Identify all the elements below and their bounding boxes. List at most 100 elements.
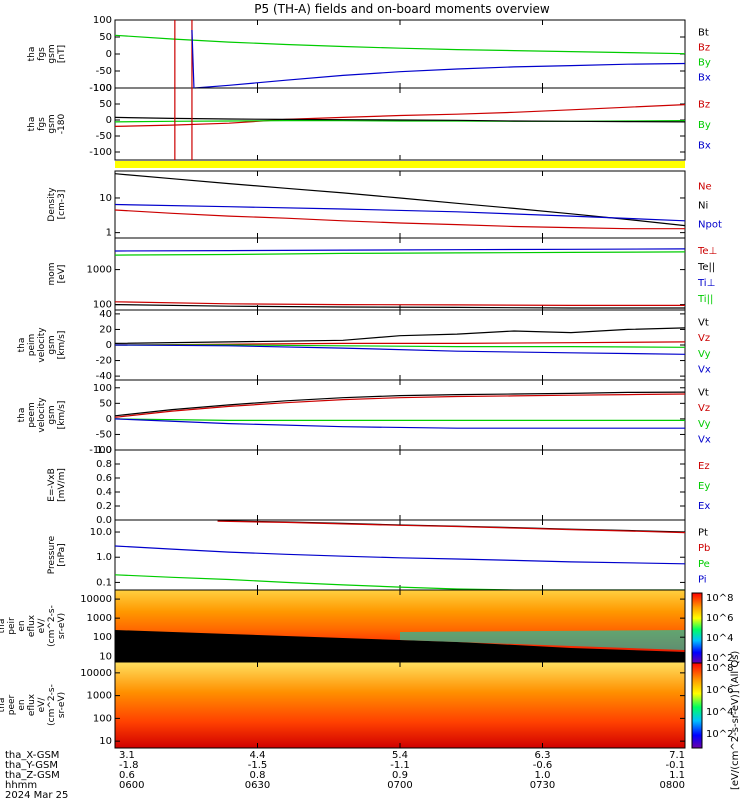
legend-entry: Vt	[698, 388, 709, 399]
panel-label-line: E=-VxB	[47, 468, 57, 502]
colorbar-tick: 10^8	[706, 663, 733, 674]
panel-label-line: mom	[47, 262, 57, 285]
panel-label-line: [mV/m]	[57, 468, 67, 502]
series-line-bx	[194, 62, 686, 89]
legend-entry: By	[698, 58, 711, 69]
footer-row-value: 0.6	[119, 770, 135, 781]
legend-entry: Npot	[698, 220, 722, 231]
panel-label-line: sr-eV)	[57, 692, 67, 718]
panel-label-line: Pressure	[47, 535, 57, 574]
legend-entry: Ez	[698, 461, 710, 472]
y-tick-label: -100	[89, 445, 112, 456]
y-tick-label: 10000	[80, 668, 112, 679]
legend-entry: Bz	[698, 99, 710, 110]
y-tick-label: 100	[93, 300, 112, 311]
series-line-pb	[217, 520, 686, 534]
series-line-vy	[114, 418, 685, 421]
colorbar-tick: 10^4	[706, 633, 733, 644]
spectrogram-dark-region	[115, 630, 685, 662]
footer-row-value: 0.8	[250, 770, 266, 781]
panel-frame	[114, 449, 686, 521]
legend-entry: Ex	[698, 501, 710, 512]
panel-10: 10000 1000 100 10 tha peer en eflux eV/(cm^2-s-s…	[0, 661, 686, 749]
legend-entry: Vy	[698, 419, 711, 430]
footer-row-value: -1.1	[390, 760, 410, 771]
series-line-ti	[114, 251, 686, 256]
footer-row-value: 7.1	[669, 750, 685, 761]
panel-6: 100 50 0 -50 -100 tha peem velocity gsm [km/s] Vt V…	[17, 379, 711, 456]
footer-row-label: tha_Z-GSM	[5, 770, 60, 781]
series-line-bz	[114, 104, 686, 127]
legend-entry: By	[698, 120, 711, 131]
y-tick-label: 1000	[87, 613, 112, 624]
legend-entry: Pe	[698, 559, 710, 570]
panel-label-line: sr-eV)	[57, 613, 67, 639]
legend-entry: Bx	[698, 141, 711, 152]
footer-row-value: 0630	[245, 780, 270, 791]
colorbar-tick: 10^6	[706, 685, 733, 696]
series-line-vt	[114, 391, 686, 417]
footer-row-label: tha_Y-GSM	[5, 760, 58, 771]
panel-label-line: eV/	[37, 697, 47, 713]
series-line-vx	[114, 344, 686, 355]
panel-frame	[114, 19, 686, 89]
footer-date: 2024 Mar 25	[5, 790, 68, 800]
colorbar-tick: 10^6	[706, 613, 733, 624]
y-tick-label: 1	[106, 228, 112, 239]
panel-5: 40 20 0 -20 -40 tha peim velocity gsm [km/s] Vt Vz V…	[17, 309, 711, 382]
colorbar-tick: 10^4	[706, 707, 733, 718]
panel-label-line: gsm	[47, 114, 57, 133]
status-bar	[115, 161, 685, 168]
panel-label-line: [eV]	[57, 265, 67, 284]
panel-label-line: peem	[27, 402, 37, 428]
footer-row-value: 1.1	[669, 770, 685, 781]
legend-entry: Bz	[698, 42, 710, 53]
panel-label-line: fgs	[37, 47, 47, 61]
legend-entry: Ni	[698, 201, 708, 212]
series-line-vy	[115, 344, 686, 348]
legend-entry: Ti||	[697, 294, 713, 305]
footer-row-label: hhmm	[5, 780, 37, 791]
y-tick-label: 50	[99, 398, 112, 409]
legend-entry: Vy	[698, 349, 711, 360]
y-tick-label: -100	[89, 147, 112, 158]
panel-9: 10000 1000 100 10 tha peir en eflux eV/(cm^2-s-s…	[0, 589, 686, 663]
spectrogram-electron	[115, 662, 685, 748]
panel-label-line: [nT]	[57, 45, 67, 63]
colorbar-tick: 10^8	[706, 593, 733, 604]
y-tick-label: 50	[99, 99, 112, 110]
footer-row-value: -0.1	[665, 760, 685, 771]
spike-marker	[191, 29, 195, 89]
legend-entry: Vt	[698, 318, 709, 329]
y-tick-label: 50	[99, 32, 112, 43]
colorbar-tick: 10^2	[706, 729, 733, 740]
panel-label-line: tha	[27, 117, 37, 132]
footer-row-value: 6.3	[535, 750, 551, 761]
panel-label-line: [nPa]	[57, 543, 67, 566]
y-tick-label: 1000	[87, 691, 112, 702]
y-tick-label: 100	[93, 83, 112, 94]
footer-row-value: 1.0	[535, 770, 551, 781]
legend-entry: Vz	[698, 333, 710, 344]
legend-entry: Bx	[698, 73, 711, 84]
series-line-te	[114, 301, 685, 306]
footer-row-value: 0600	[119, 780, 144, 791]
panel-label-line: tha	[27, 47, 37, 62]
panel-3: 10 1 Density [cm-3] Ne Ni Npot	[47, 170, 722, 239]
panel-label-line: (cm^2-s-	[47, 605, 57, 647]
series-line-npot	[114, 203, 686, 222]
legend-entry: Ne	[698, 181, 712, 192]
series-line-vx	[114, 418, 685, 429]
footer-row-value: -0.6	[533, 760, 553, 771]
y-tick-label: 0	[106, 115, 112, 126]
panel-2: 100 50 0 -50 -100 tha fgs gsm -180 Bz By Bx	[27, 83, 711, 161]
y-tick-label: 1.0	[96, 552, 112, 563]
legend-entry: Ti⊥	[697, 278, 715, 289]
legend-entry: Ey	[698, 481, 710, 492]
series-line-pi	[114, 545, 686, 565]
y-tick-label: 10	[99, 651, 112, 662]
y-tick-label: -50	[96, 429, 112, 440]
y-tick-label: 1.0	[96, 445, 112, 456]
